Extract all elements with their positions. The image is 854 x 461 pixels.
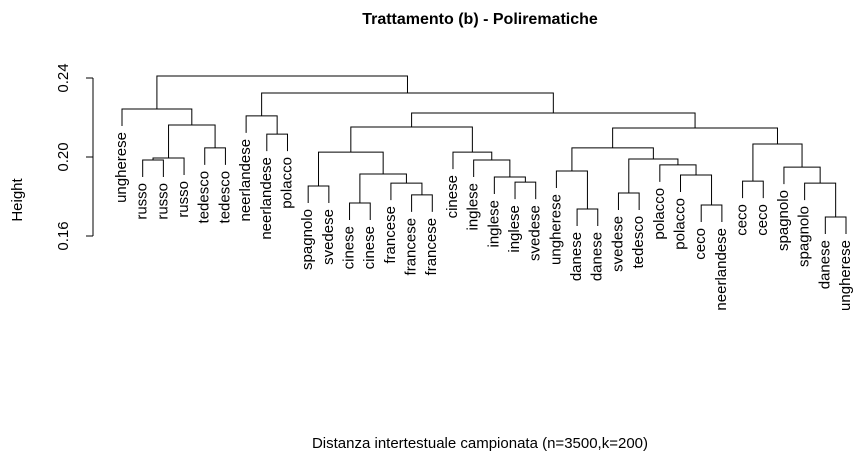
- leaf-label: ungherese: [837, 240, 854, 311]
- leaf-label: ceco: [754, 204, 771, 236]
- y-axis-title: Height: [9, 177, 26, 221]
- leaf-label: francese: [403, 218, 420, 276]
- leaf-label: ceco: [734, 204, 751, 236]
- dendrogram-link: [659, 164, 697, 182]
- leaf-label: russo: [175, 181, 192, 218]
- dendrogram-link: [168, 124, 216, 158]
- leaf-label: svedese: [609, 216, 626, 272]
- dendrogram-link: [245, 115, 278, 135]
- dendrogram-link: [742, 180, 764, 199]
- leaf-label: danese: [589, 232, 606, 281]
- dendrogram-link: [350, 126, 473, 153]
- leaf-label: polacco: [651, 188, 668, 240]
- leaf-label: russo: [154, 183, 171, 220]
- leaf-label: francese: [423, 218, 440, 276]
- leaf-label: neerlandese: [713, 228, 730, 311]
- dendrogram-link: [411, 112, 696, 128]
- leaf-label: svedese: [527, 205, 544, 261]
- dendrogram-link: [555, 170, 588, 209]
- dendrogram-link: [824, 216, 847, 235]
- dendrogram-link: [121, 108, 193, 127]
- dendrogram-link: [349, 202, 371, 221]
- dendrogram-link: [752, 143, 803, 182]
- dendrogram-link: [680, 174, 713, 205]
- leaf-label: cinese: [444, 175, 461, 218]
- leaf-label: inglese: [465, 183, 482, 231]
- dendrogram-link: [452, 151, 493, 170]
- dendrogram-link: [318, 151, 384, 187]
- leaf-label: polacco: [278, 157, 295, 209]
- dendrogram-link: [156, 75, 408, 110]
- leaf-label: svedese: [320, 209, 337, 265]
- leaf-label: tedesco: [196, 171, 213, 224]
- x-axis-title: Distanza intertestuale campionata (n=350…: [312, 435, 648, 452]
- dendrogram-link: [152, 157, 185, 175]
- leaf-label: spagnolo: [299, 209, 316, 270]
- leaf-label: polacco: [671, 198, 688, 250]
- dendrogram-link: [390, 182, 423, 201]
- leaf-label: spagnolo: [775, 190, 792, 251]
- dendrogram-link: [514, 181, 537, 200]
- dendrogram-link: [700, 204, 723, 222]
- leaf-label: tedesco: [216, 171, 233, 224]
- leaf-label: russo: [134, 183, 151, 220]
- leaf-label: cinese: [341, 226, 358, 269]
- dendrogram-link: [473, 159, 511, 177]
- dendrogram-link: [493, 176, 526, 194]
- leaf-label: francese: [382, 206, 399, 264]
- y-tick-label: 0.20: [55, 142, 72, 171]
- dendrogram-link: [576, 208, 599, 226]
- leaf-label: ungherese: [547, 194, 564, 265]
- dendrogram-link: [411, 194, 433, 212]
- leaf-label: inglese: [506, 205, 523, 253]
- dendrogram-link: [266, 133, 288, 152]
- dendrogram-link: [307, 185, 330, 204]
- dendrogram-link: [617, 192, 640, 210]
- y-tick-label: 0.16: [55, 221, 72, 250]
- chart-title: Trattamento (b) - Polirematiche: [362, 11, 598, 28]
- dendrogram-link: [204, 147, 226, 165]
- dendrogram-link: [142, 159, 164, 177]
- dendrogram-link: [359, 173, 407, 204]
- leaf-label: danese: [568, 232, 585, 281]
- dendrogram-link: [628, 158, 679, 193]
- dendrogram-link: [783, 166, 821, 185]
- leaf-label: ceco: [692, 228, 709, 260]
- y-tick-label: 0.24: [55, 63, 72, 92]
- leaf-label: tedesco: [630, 216, 647, 269]
- leaf-label: cinese: [361, 226, 378, 269]
- leaf-label: danese: [816, 240, 833, 289]
- leaf-label: inglese: [485, 200, 502, 248]
- leaf-label: ungherese: [113, 132, 130, 203]
- leaf-label: spagnolo: [796, 206, 813, 267]
- leaf-label: neerlandese: [258, 157, 275, 240]
- leaf-label: neerlandese: [237, 139, 254, 222]
